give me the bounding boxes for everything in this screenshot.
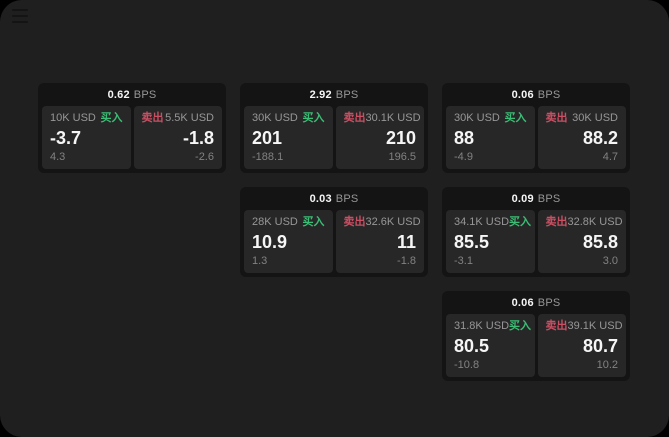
sell-price: 88.2 [582, 128, 618, 148]
quote-card: 0.03 BPS 28K USD 买入 10.9 1.3 卖出 32.6K US… [240, 187, 428, 277]
buy-delta: 1.3 [252, 255, 268, 267]
panels: 30K USD 买入 88 -4.9 卖出 30K USD 88.2 4.7 [442, 106, 630, 173]
buy-panel[interactable]: 30K USD 买入 201 -188.1 [244, 106, 333, 169]
menu-icon-bar [12, 15, 28, 17]
buy-amount: 31.8K USD [454, 320, 510, 332]
sell-side-label: 卖出 [545, 320, 568, 332]
quote-card: 0.06 BPS 30K USD 买入 88 -4.9 卖出 30K USD [442, 83, 630, 173]
sell-side-label: 卖出 [545, 112, 568, 124]
bps-value: 0.06 [511, 88, 534, 101]
panels: 30K USD 买入 201 -188.1 卖出 30.1K USD 210 1… [240, 106, 428, 173]
sell-amount: 30.1K USD [365, 112, 421, 124]
buy-amount: 30K USD [252, 112, 298, 124]
buy-delta: -188.1 [252, 151, 284, 163]
buy-amount: 10K USD [50, 112, 96, 124]
buy-price: -3.7 [50, 128, 82, 148]
sell-delta: -2.6 [195, 151, 214, 163]
quote-card: 2.92 BPS 30K USD 买入 201 -188.1 卖出 30.1K … [240, 83, 428, 173]
panels: 10K USD 买入 -3.7 4.3 卖出 5.5K USD -1.8 -2.… [38, 106, 226, 173]
panels: 34.1K USD 买入 85.5 -3.1 卖出 32.8K USD 85.8… [442, 210, 630, 277]
buy-amount: 34.1K USD [454, 216, 510, 228]
bps-unit-label: BPS [133, 88, 157, 101]
card-header: 0.06 BPS [442, 291, 630, 314]
buy-amount: 28K USD [252, 216, 298, 228]
bps-unit-label: BPS [335, 192, 359, 205]
sell-price: 80.7 [582, 336, 618, 356]
sell-delta: 196.5 [388, 151, 416, 163]
buy-amount: 30K USD [454, 112, 500, 124]
menu-icon-bar [12, 21, 28, 23]
sell-panel[interactable]: 卖出 39.1K USD 80.7 10.2 [537, 314, 626, 377]
sell-panel[interactable]: 卖出 32.8K USD 85.8 3.0 [537, 210, 626, 273]
buy-price: 88 [454, 128, 475, 148]
sell-price: 210 [385, 128, 416, 148]
card-header: 2.92 BPS [240, 83, 428, 106]
sell-side-label: 卖出 [343, 112, 366, 124]
quote-card: 0.62 BPS 10K USD 买入 -3.7 4.3 卖出 5.5K USD [38, 83, 226, 173]
buy-side-label: 买入 [100, 112, 123, 124]
sell-amount: 39.1K USD [567, 320, 623, 332]
buy-price: 201 [252, 128, 283, 148]
sell-amount: 5.5K USD [165, 112, 214, 124]
buy-delta: -10.8 [454, 359, 480, 371]
card-header: 0.03 BPS [240, 187, 428, 210]
sell-side-label: 卖出 [343, 216, 366, 228]
bps-value: 0.06 [511, 296, 534, 309]
bps-value: 0.09 [511, 192, 534, 205]
panels: 28K USD 买入 10.9 1.3 卖出 32.6K USD 11 -1.8 [240, 210, 428, 277]
sell-price: 85.8 [582, 232, 618, 252]
menu-icon[interactable] [12, 7, 28, 25]
buy-price: 85.5 [454, 232, 490, 252]
sell-amount: 32.8K USD [567, 216, 623, 228]
bps-value: 2.92 [309, 88, 332, 101]
quote-card: 0.09 BPS 34.1K USD 买入 85.5 -3.1 卖出 32.8K… [442, 187, 630, 277]
buy-delta: -4.9 [454, 151, 473, 163]
bps-unit-label: BPS [537, 192, 561, 205]
buy-side-label: 买入 [302, 112, 325, 124]
sell-delta: -1.8 [397, 255, 416, 267]
card-header: 0.62 BPS [38, 83, 226, 106]
buy-side-label: 买入 [302, 216, 325, 228]
buy-panel[interactable]: 28K USD 买入 10.9 1.3 [244, 210, 333, 273]
sell-amount: 30K USD [572, 112, 618, 124]
buy-side-label: 买入 [509, 320, 532, 332]
panels: 31.8K USD 买入 80.5 -10.8 卖出 39.1K USD 80.… [442, 314, 630, 381]
bps-value: 0.62 [107, 88, 130, 101]
bps-unit-label: BPS [537, 88, 561, 101]
buy-price: 10.9 [252, 232, 288, 252]
sell-delta: 3.0 [602, 255, 618, 267]
sell-side-label: 卖出 [141, 112, 164, 124]
sell-panel[interactable]: 卖出 30.1K USD 210 196.5 [335, 106, 424, 169]
sell-panel[interactable]: 卖出 30K USD 88.2 4.7 [537, 106, 626, 169]
card-header: 0.09 BPS [442, 187, 630, 210]
buy-side-label: 买入 [504, 112, 527, 124]
buy-delta: -3.1 [454, 255, 473, 267]
buy-delta: 4.3 [50, 151, 66, 163]
bps-value: 0.03 [309, 192, 332, 205]
menu-icon-bar [12, 9, 28, 11]
bps-unit-label: BPS [335, 88, 359, 101]
buy-price: 80.5 [454, 336, 490, 356]
quote-card-grid: 0.62 BPS 10K USD 买入 -3.7 4.3 卖出 5.5K USD [38, 83, 630, 381]
buy-panel[interactable]: 30K USD 买入 88 -4.9 [446, 106, 535, 169]
buy-panel[interactable]: 34.1K USD 买入 85.5 -3.1 [446, 210, 535, 273]
sell-panel[interactable]: 卖出 32.6K USD 11 -1.8 [335, 210, 424, 273]
quote-card: 0.06 BPS 31.8K USD 买入 80.5 -10.8 卖出 39.1… [442, 291, 630, 381]
sell-panel[interactable]: 卖出 5.5K USD -1.8 -2.6 [133, 106, 222, 169]
buy-panel[interactable]: 31.8K USD 买入 80.5 -10.8 [446, 314, 535, 377]
sell-amount: 32.6K USD [365, 216, 421, 228]
sell-delta: 4.7 [602, 151, 618, 163]
sell-side-label: 卖出 [545, 216, 568, 228]
sell-delta: 10.2 [596, 359, 618, 371]
sell-price: -1.8 [182, 128, 214, 148]
sell-price: 11 [396, 232, 416, 252]
card-header: 0.06 BPS [442, 83, 630, 106]
buy-side-label: 买入 [509, 216, 532, 228]
bps-unit-label: BPS [537, 296, 561, 309]
buy-panel[interactable]: 10K USD 买入 -3.7 4.3 [42, 106, 131, 169]
